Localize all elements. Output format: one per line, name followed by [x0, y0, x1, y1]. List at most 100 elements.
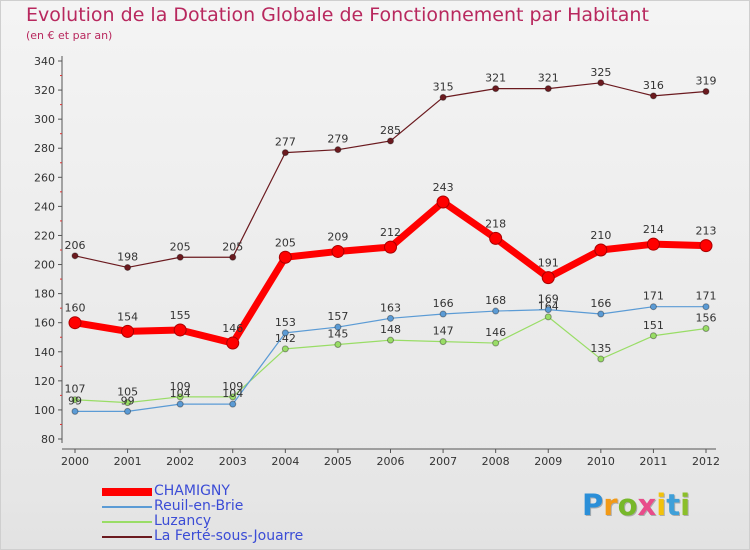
- data-point-chamigny: [594, 243, 608, 257]
- data-label-chamigny: 191: [538, 257, 559, 270]
- data-label-luzancy: 151: [643, 319, 664, 332]
- data-point-luzancy: [281, 345, 289, 353]
- data-label-reuil-en-brie: 163: [380, 301, 401, 314]
- logo-letter: r: [603, 488, 618, 522]
- y-tick-label: 80: [41, 433, 55, 446]
- data-point-chamigny: [173, 323, 187, 337]
- data-label-reuil-en-brie: 157: [327, 310, 348, 323]
- data-label-reuil-en-brie: 169: [538, 293, 559, 306]
- data-label-luzancy: 145: [327, 328, 348, 341]
- data-point-luzancy: [229, 393, 237, 401]
- data-label-la-ferte-sous-jouarre: 315: [433, 80, 454, 93]
- logo-letter: t: [666, 488, 681, 522]
- data-label-chamigny: 212: [380, 226, 401, 239]
- x-tick-label: 2003: [219, 455, 247, 468]
- proxiti-logo: Proxiti: [582, 488, 690, 522]
- y-tick-label: 240: [34, 200, 55, 213]
- x-tick-label: 2004: [271, 455, 299, 468]
- data-point-reuil-en-brie: [597, 310, 605, 318]
- data-label-chamigny: 146: [222, 322, 243, 335]
- data-point-reuil-en-brie: [702, 303, 710, 311]
- data-label-reuil-en-brie: 153: [275, 316, 296, 329]
- legend-label: La Ferté-sous-Jouarre: [154, 528, 304, 544]
- data-point-chamigny: [278, 250, 292, 264]
- data-label-reuil-en-brie: 99: [68, 394, 82, 407]
- legend-swatch: [102, 488, 152, 496]
- data-label-chamigny: 160: [65, 302, 86, 315]
- data-label-luzancy: 109: [222, 380, 243, 393]
- data-label-luzancy: 105: [117, 386, 138, 399]
- data-label-la-ferte-sous-jouarre: 205: [170, 240, 191, 253]
- data-point-reuil-en-brie: [649, 303, 657, 311]
- data-point-luzancy: [439, 338, 447, 346]
- data-label-luzancy: 109: [170, 380, 191, 393]
- data-label-luzancy: 146: [485, 326, 506, 339]
- data-label-reuil-en-brie: 166: [433, 297, 454, 310]
- data-label-la-ferte-sous-jouarre: 321: [538, 72, 559, 85]
- data-label-la-ferte-sous-jouarre: 206: [65, 239, 86, 252]
- data-point-reuil-en-brie: [387, 314, 394, 322]
- x-tick-label: 2009: [534, 455, 562, 468]
- x-tick-label: 2010: [587, 455, 615, 468]
- data-label-chamigny: 154: [117, 310, 138, 323]
- data-label-la-ferte-sous-jouarre: 319: [696, 75, 717, 88]
- data-point-luzancy: [544, 313, 552, 321]
- legend-label: CHAMIGNY: [154, 483, 230, 499]
- y-tick-label: 120: [34, 375, 55, 388]
- legend-swatch: [102, 536, 152, 538]
- data-label-chamigny: 214: [643, 223, 664, 236]
- legend-swatch: [102, 521, 152, 523]
- data-point-luzancy: [649, 332, 657, 340]
- data-label-chamigny: 210: [590, 229, 611, 242]
- y-tick-label: 200: [34, 259, 55, 272]
- data-label-la-ferte-sous-jouarre: 198: [117, 250, 138, 263]
- data-point-chamigny: [384, 240, 397, 254]
- data-point-luzancy: [176, 393, 184, 401]
- data-point-reuil-en-brie: [281, 329, 289, 337]
- data-label-luzancy: 107: [65, 383, 86, 396]
- data-label-la-ferte-sous-jouarre: 279: [327, 133, 348, 146]
- data-point-chamigny: [699, 239, 713, 253]
- x-tick-label: 2002: [166, 455, 194, 468]
- logo-letter: i: [680, 488, 691, 522]
- data-point-la-ferte-sous-jouarre: [229, 253, 237, 261]
- legend-label: Luzancy: [154, 513, 212, 529]
- data-point-luzancy: [387, 336, 394, 344]
- data-label-chamigny: 205: [275, 236, 296, 249]
- data-label-la-ferte-sous-jouarre: 277: [275, 136, 296, 149]
- y-tick-label: 320: [34, 84, 55, 97]
- y-tick-label: 180: [34, 288, 55, 301]
- data-point-chamigny: [489, 231, 503, 245]
- logo-letter: i: [656, 488, 667, 522]
- data-label-luzancy: 135: [590, 342, 611, 355]
- y-tick-label: 300: [34, 113, 55, 126]
- data-point-reuil-en-brie: [124, 407, 132, 415]
- x-tick-label: 2008: [482, 455, 510, 468]
- data-label-reuil-en-brie: 104: [170, 387, 191, 400]
- data-label-reuil-en-brie: 171: [643, 290, 664, 303]
- data-point-la-ferte-sous-jouarre: [702, 88, 710, 96]
- y-tick-label: 100: [34, 404, 55, 417]
- data-point-la-ferte-sous-jouarre: [71, 252, 79, 260]
- data-label-la-ferte-sous-jouarre: 316: [643, 79, 664, 92]
- data-label-la-ferte-sous-jouarre: 325: [590, 66, 611, 79]
- legend-swatch: [102, 506, 152, 508]
- x-tick-label: 2011: [639, 455, 667, 468]
- data-point-reuil-en-brie: [439, 310, 447, 318]
- y-tick-label: 260: [34, 171, 55, 184]
- data-point-luzancy: [334, 341, 342, 348]
- data-point-luzancy: [124, 399, 132, 407]
- data-label-chamigny: 213: [696, 225, 717, 238]
- data-point-luzancy: [597, 355, 605, 363]
- data-point-la-ferte-sous-jouarre: [649, 92, 657, 100]
- data-point-la-ferte-sous-jouarre: [544, 85, 552, 93]
- data-label-chamigny: 218: [485, 217, 506, 230]
- data-point-reuil-en-brie: [71, 407, 79, 415]
- y-tick-label: 160: [34, 317, 55, 330]
- data-label-luzancy: 147: [433, 325, 454, 338]
- data-label-chamigny: 155: [170, 309, 191, 322]
- data-point-la-ferte-sous-jouarre: [597, 79, 605, 87]
- data-point-la-ferte-sous-jouarre: [439, 93, 447, 101]
- data-point-luzancy: [71, 396, 79, 404]
